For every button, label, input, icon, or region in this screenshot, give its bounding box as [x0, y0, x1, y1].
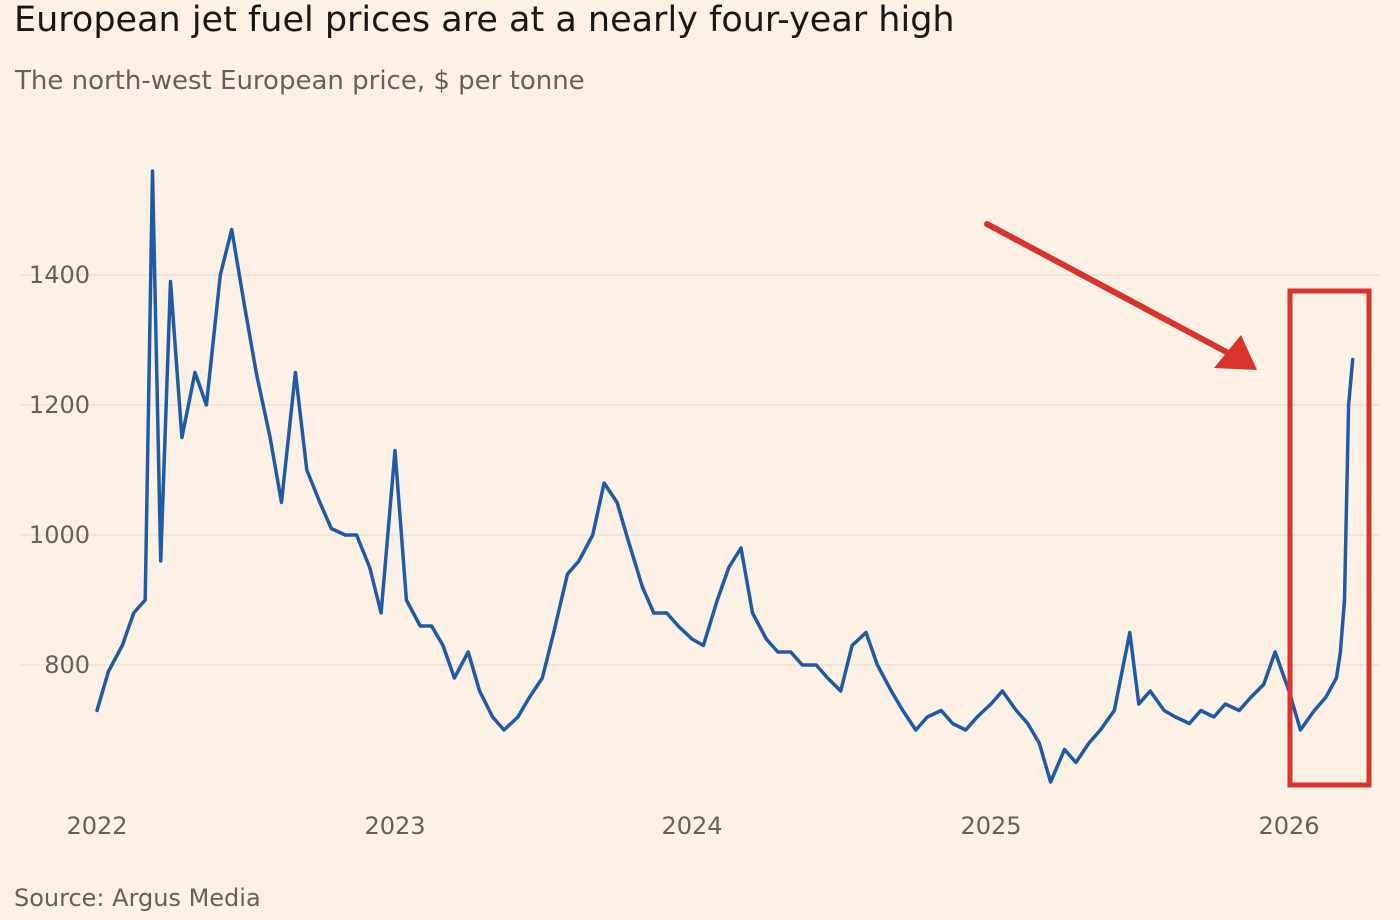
- x-tick-label: 2024: [661, 812, 722, 840]
- y-tick-label: 1200: [29, 391, 90, 419]
- y-tick-label: 1000: [29, 521, 90, 549]
- annotation-arrowhead: [1214, 335, 1257, 370]
- chart-title: European jet fuel prices are at a nearly…: [14, 0, 955, 40]
- x-tick-label: 2022: [66, 812, 127, 840]
- source-note: Source: Argus Media: [14, 884, 261, 912]
- x-tick-label: 2025: [960, 812, 1021, 840]
- x-axis: 2022 2023 2024 2025 2026: [66, 812, 1319, 840]
- gridlines: [20, 274, 1380, 666]
- y-tick-label: 1400: [29, 261, 90, 289]
- series-line-0: [95, 169, 1355, 784]
- annotation-highlight-box: [1287, 288, 1372, 788]
- series-layer: [95, 169, 1355, 784]
- x-tick-label: 2023: [364, 812, 425, 840]
- annotation-arrow-shaft: [984, 221, 1235, 358]
- y-axis: 800 1000 1200 1400: [29, 261, 90, 679]
- chart-subtitle: The north-west European price, $ per ton…: [15, 66, 585, 96]
- y-tick-label: 800: [44, 651, 90, 679]
- x-tick-label: 2026: [1258, 812, 1319, 840]
- annotations: [984, 221, 1372, 788]
